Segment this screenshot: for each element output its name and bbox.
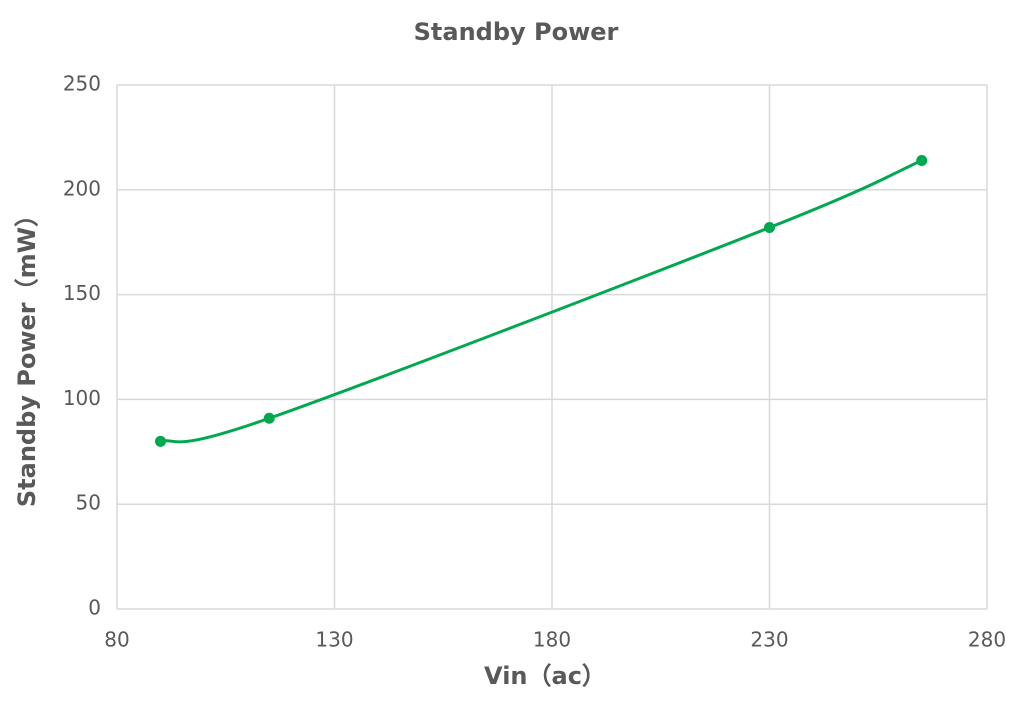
x-tick-label: 280 [968,628,1006,652]
data-point [263,412,275,424]
x-tick-label: 130 [315,628,353,652]
x-axis-title: Vin（ac） [484,662,606,690]
y-tick-label: 150 [63,281,101,305]
y-tick-label: 100 [63,386,101,410]
y-tick-label: 50 [76,491,101,515]
x-tick-label: 230 [750,628,788,652]
chart-title: Standby Power [414,18,619,46]
y-axis-title: Standby Power（mW） [13,203,41,507]
y-tick-label: 0 [88,596,101,620]
data-line [160,159,923,444]
data-point [916,154,928,166]
data-point [155,435,166,447]
data-point [764,222,775,234]
y-tick-label: 250 [63,72,101,96]
y-tick-label: 200 [63,176,101,200]
x-tick-label: 80 [104,628,129,652]
x-tick-label: 180 [533,628,571,652]
